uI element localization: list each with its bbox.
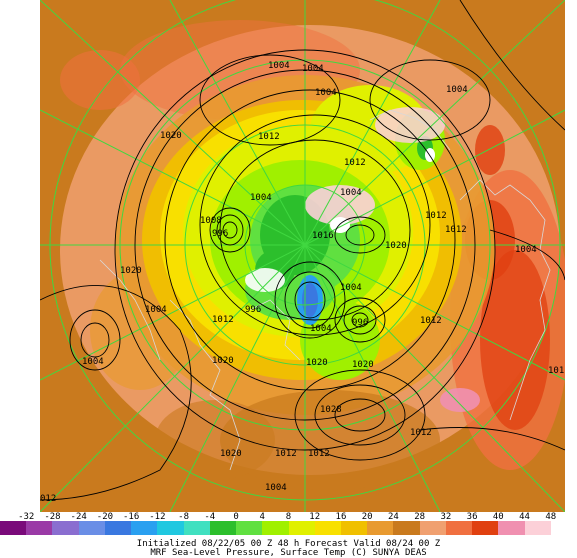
colorbar-tick-label: 12 — [309, 512, 321, 522]
isobar-label: 1016 — [312, 231, 334, 241]
isobar-label: 1012 — [275, 449, 297, 459]
colorbar-tick-label: 8 — [285, 512, 292, 522]
isobar-label: 1004 — [446, 85, 468, 95]
isobar-label: 1004 — [515, 245, 537, 255]
isobars — [40, 0, 565, 501]
temperature-colorbar: -32 -28 -24 -20 -16 -12 -8 -4 0 4 8 12 16 20 24 28 32 36 4… — [0, 512, 577, 540]
isobar-label: 1020 — [220, 449, 242, 459]
isobar-label: 1020 — [212, 356, 234, 366]
colorbar-swatch — [498, 521, 526, 535]
colorbar-tick-label: -16 — [122, 512, 140, 522]
isobar-label: 1004 — [145, 305, 167, 315]
colorbar-swatch — [26, 521, 53, 535]
map-canvas: 1004 1004 1004 1004 1020 1012 1012 1004 … — [40, 0, 565, 512]
isobar-label: 1012 — [212, 315, 234, 325]
colorbar-swatch — [52, 521, 80, 535]
colorbar-swatch — [131, 521, 158, 535]
colorbar-tick-label: 4 — [259, 512, 265, 522]
isobar-label: 1028 — [320, 405, 342, 415]
colorbar-tick-label: 48 — [545, 512, 557, 522]
isobar-label: 1020 — [352, 360, 374, 370]
colorbar-tick-label: 20 — [361, 512, 373, 522]
colorbar-tick-label: 24 — [387, 512, 399, 522]
isobar-label: 1012 — [308, 449, 330, 459]
isobar-label: 1020 — [385, 241, 407, 251]
caption-line-2: MRF Sea-Level Pressure, Surface Temp (C)… — [150, 548, 427, 558]
colorbar-swatch — [209, 521, 237, 535]
colorbar-tick-label: -4 — [204, 512, 216, 522]
colorbar-tick-label: 16 — [335, 512, 347, 522]
colorbar-swatch — [419, 521, 447, 535]
isobar-label: 1020 — [160, 131, 182, 141]
colorbar-tick-label: 44 — [519, 512, 530, 522]
isobar-label-partial: 012 — [40, 494, 56, 504]
colorbar-tick-label: -20 — [96, 512, 114, 522]
isobar-label: 1020 — [120, 266, 142, 276]
isobar-label: 1004 — [340, 283, 362, 293]
colorbar-swatch — [104, 521, 132, 535]
map-caption: Initialized 08/22/05 00 Z 48 h Forecast … — [0, 540, 577, 558]
isobar-label: 1004 — [310, 324, 332, 334]
colorbar-tick-label: 0 — [233, 512, 239, 522]
isobar-labels: 1004 1004 1004 1004 1020 1012 1012 1004 … — [40, 61, 564, 504]
isobar-label: 1004 — [250, 193, 272, 203]
colorbar-tick-label: -32 — [18, 512, 35, 522]
isobar-label-partial: 101 — [548, 366, 564, 376]
isobar-label: 1012 — [445, 225, 467, 235]
colorbar-swatch — [393, 521, 421, 535]
caption-line-1: Initialized 08/22/05 00 Z 48 h Forecast … — [136, 539, 441, 549]
colorbar-tick-label: 28 — [414, 512, 426, 522]
isobar-label: 996 — [212, 229, 228, 239]
colorbar-swatch — [288, 521, 316, 535]
isobar-label: 996 — [245, 305, 261, 315]
colorbar-swatch — [472, 521, 499, 535]
colorbar-tick-label: 32 — [440, 512, 452, 522]
isobar-label: 996 — [352, 318, 368, 328]
lat-lon-grid — [40, 0, 565, 512]
isobar-label: 1004 — [340, 188, 362, 198]
colorbar-swatch — [78, 521, 106, 535]
isobar-label: 1012 — [344, 158, 366, 168]
colorbar-swatch — [262, 521, 289, 535]
colorbar-swatch — [445, 521, 473, 535]
colorbar-swatch — [314, 521, 342, 535]
colorbar-tick-label: -24 — [70, 512, 87, 522]
colorbar-swatch — [236, 521, 263, 535]
colorbar-tick-label: -28 — [44, 512, 61, 522]
colorbar-tick-label: 40 — [492, 512, 504, 522]
isobar-label: 1008 — [200, 216, 222, 226]
colorbar-tick-label: -12 — [149, 512, 166, 522]
isobar-label: 1004 — [265, 483, 287, 493]
isobar-label: 1004 — [82, 357, 104, 367]
colorbar-swatch — [524, 521, 552, 535]
isobar-label: 1020 — [306, 358, 328, 368]
colorbar-swatch — [157, 521, 185, 535]
isobar-label: 1012 — [425, 211, 447, 221]
isobar-label: 1012 — [420, 316, 442, 326]
colorbar-tick-label: -8 — [178, 512, 189, 522]
isobar-label: 1012 — [410, 428, 432, 438]
isobar-label: 1012 — [258, 132, 280, 142]
isobar-label: 1004 — [315, 88, 337, 98]
colorbar-swatch — [550, 521, 577, 535]
colorbar-swatch — [0, 521, 27, 535]
isobar-label: 1004 — [268, 61, 290, 71]
weather-map: 1004 1004 1004 1004 1020 1012 1012 1004 … — [40, 0, 565, 512]
colorbar-tick-label: 36 — [466, 512, 478, 522]
colorbar-swatch — [340, 521, 368, 535]
colorbar-swatch — [367, 521, 394, 535]
isobar-label: 1004 — [302, 64, 324, 74]
colorbar-swatch — [183, 521, 211, 535]
